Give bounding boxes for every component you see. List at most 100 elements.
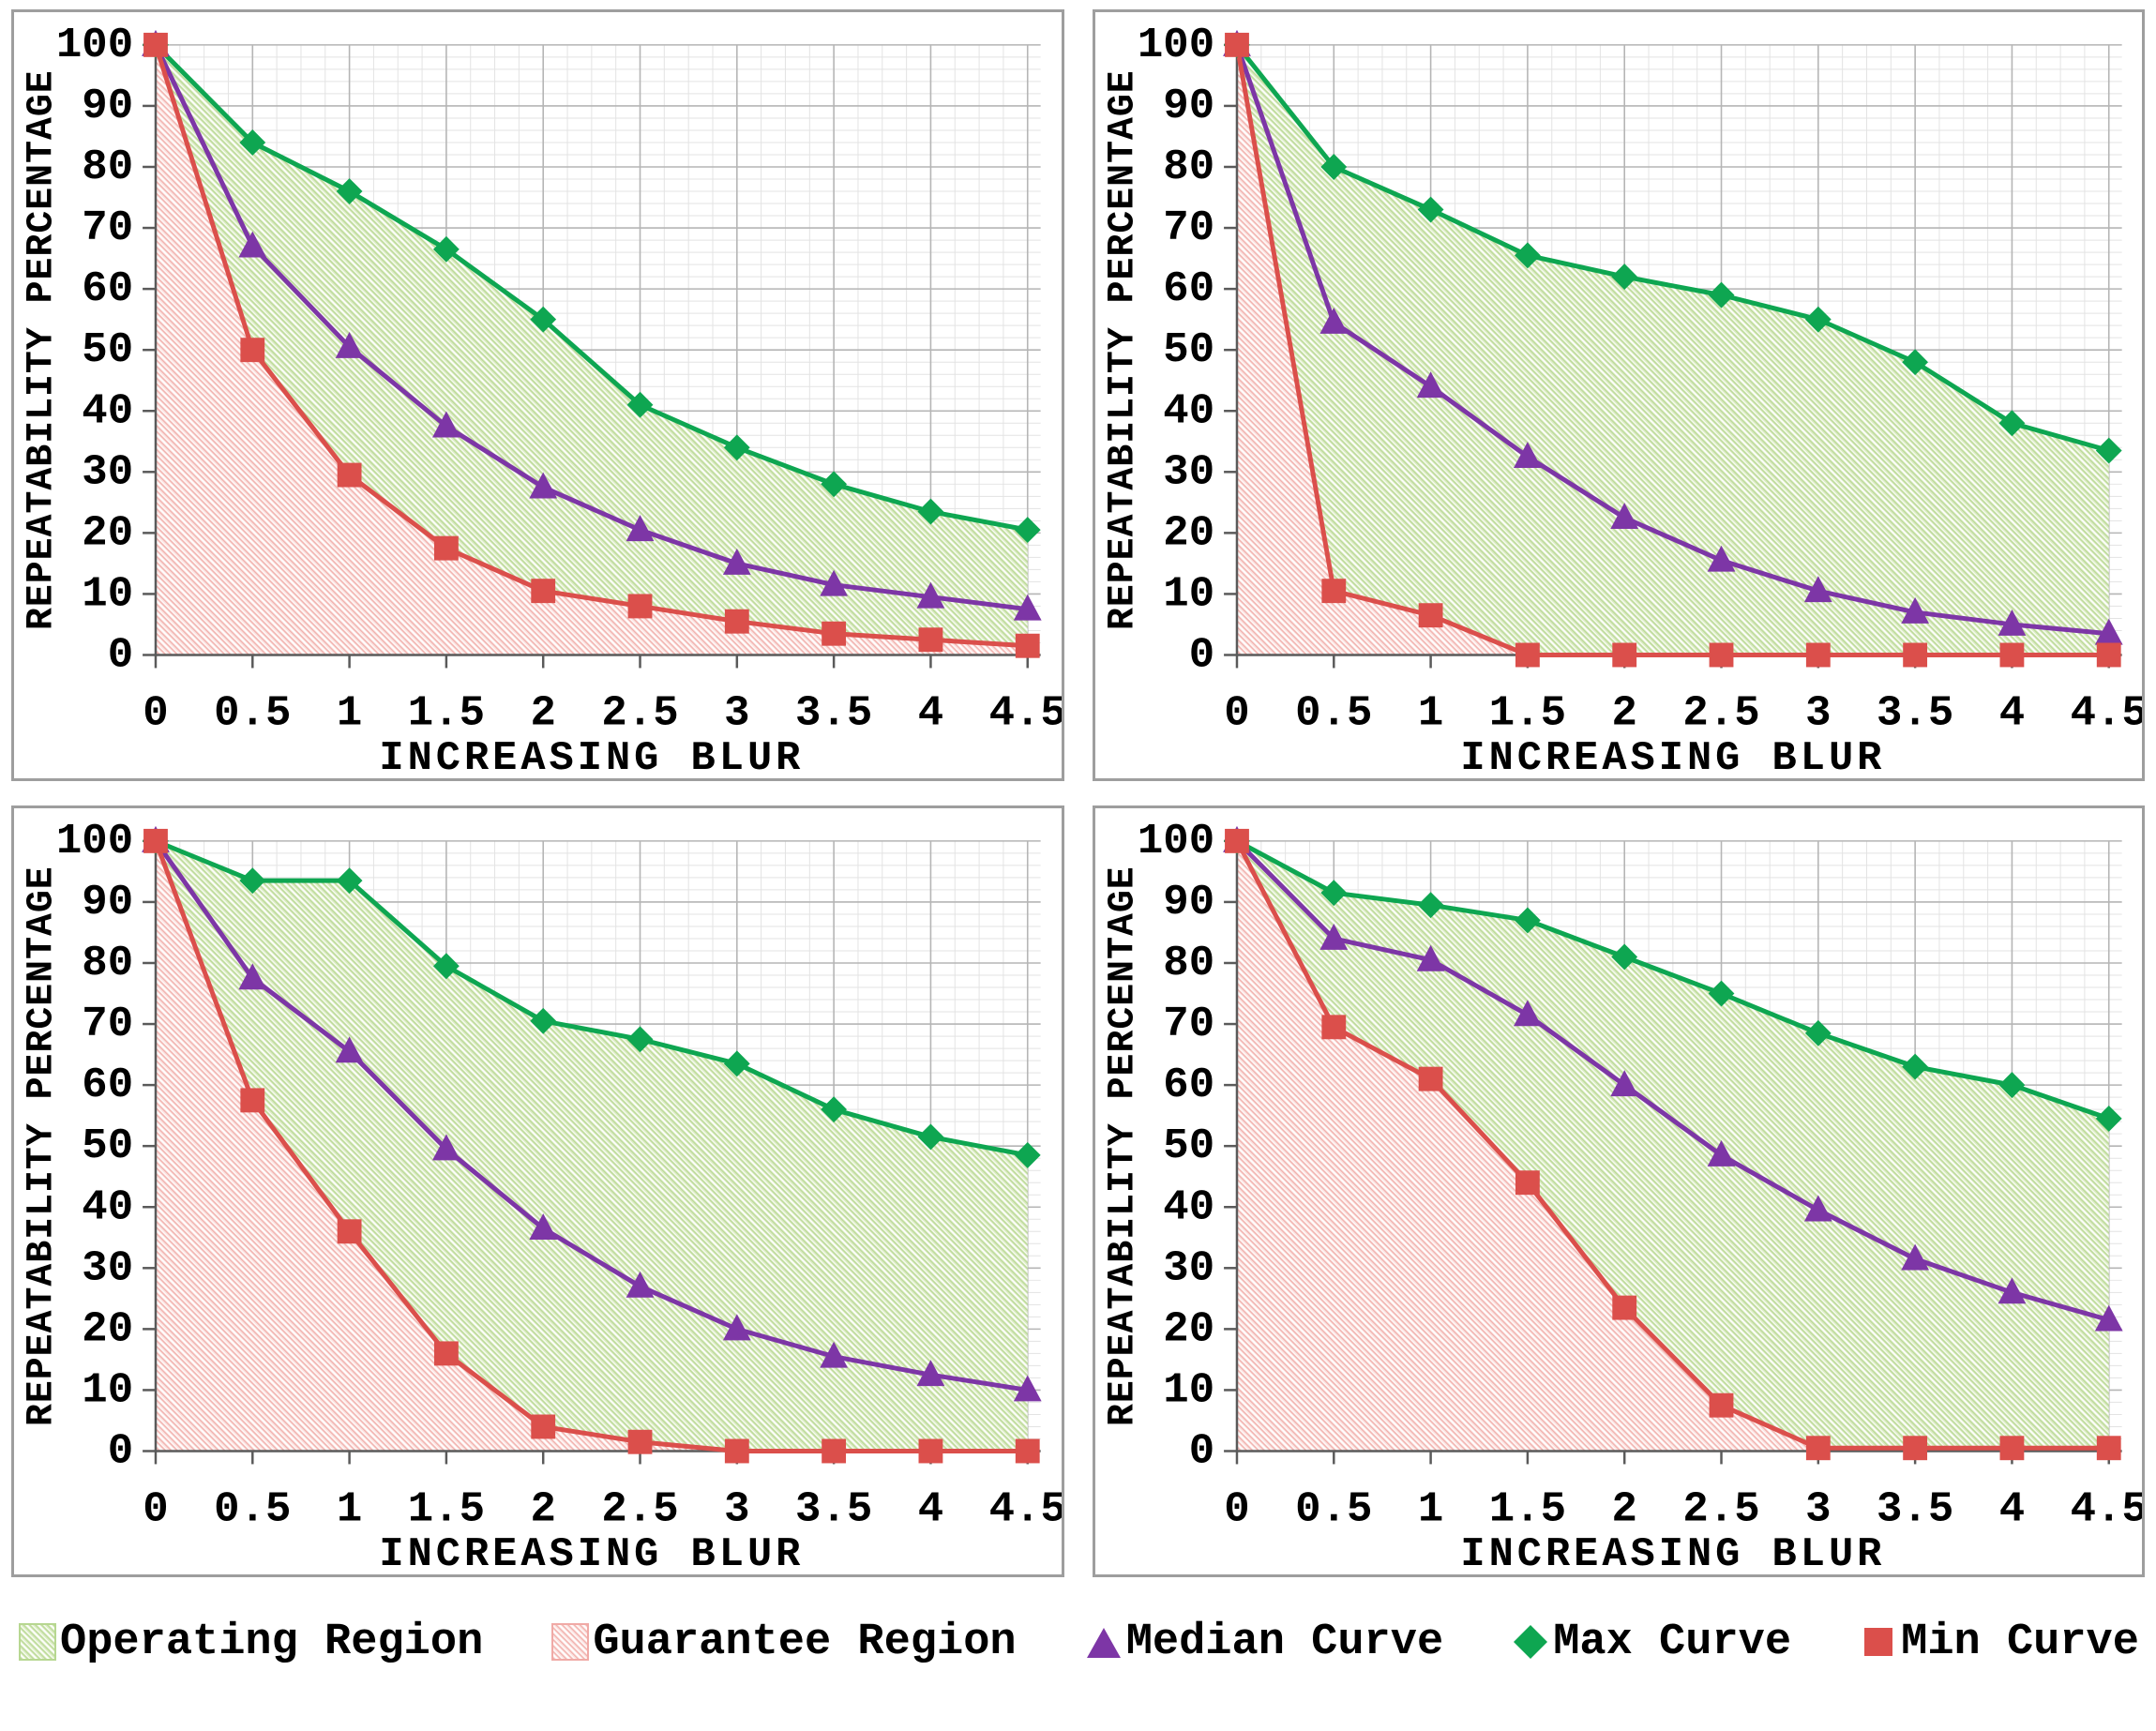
y-tick-label: 80 [82,143,133,191]
square-marker [724,609,749,634]
tick-labels: 0 10 20 30 40 50 60 70 80 90 100 0 0.5 1 1.5 2 2.5 3 3.5 4 4… [1137,817,2142,1533]
triangle-marker [1513,1000,1542,1027]
square-marker [918,627,943,653]
x-tick-label: 3.5 [795,688,872,737]
y-tick-label: 70 [1163,1000,1214,1048]
square-marker [240,1088,265,1113]
x-tick-label: 2 [530,1484,555,1533]
triangle-marker [916,1360,945,1387]
square-marker [337,1219,362,1244]
triangle-marker [1707,545,1735,572]
square-marker [1224,828,1249,853]
max-curve-line [154,43,1029,533]
y-tick-label: 80 [82,939,133,987]
diamond-marker [1610,263,1637,291]
triangle-marker [1609,503,1638,530]
chart-top-right: 0 10 20 30 40 50 60 70 80 90 100 0 0.5 1 1.5 2 2.5 3 3.5 4 4… [1101,21,2142,778]
square-marker [531,579,556,604]
chart-legend: Operating Region Guarantee Region Median C… [0,1577,2156,1731]
y-tick-label: 40 [82,386,133,435]
x-tick-label: 0 [143,1484,168,1533]
x-axis-title: INCREASING BLUR [1460,736,1885,778]
max-curve-line [155,838,1029,1158]
triangle-marker [722,1314,751,1341]
diamond-marker [723,434,750,461]
legend-item-operating-region: Operating Region [17,1618,483,1667]
x-tick-label: 2.5 [601,1484,678,1533]
square-marker [1015,633,1040,658]
legend-label: Median Curve [1125,1617,1444,1667]
square-marker [1515,1170,1540,1196]
triangle-marker [1416,944,1444,971]
chart-top-left: 0 10 20 30 40 50 60 70 80 90 100 0 0.5 1 1.5 2 2.5 3 3.5 4 4… [21,21,1062,778]
max-curve-diamond-icon [1514,1625,1548,1659]
max-curve-line [1235,838,2110,1121]
triangle-marker [1609,1070,1638,1097]
y-axis-title: REPEATABILITY PERCENTAGE [1101,866,1143,1426]
y-tick-label: 30 [1163,1243,1214,1292]
axes [143,43,1041,669]
min-curve-markers [1224,32,2121,668]
y-tick-label: 0 [108,1426,133,1475]
x-tick-label: 0 [143,688,168,737]
triangle-marker [626,1271,655,1298]
square-marker [1709,642,1733,668]
chart-bottom-left: 0 10 20 30 40 50 60 70 80 90 100 0 0.5 1 1.5 2 2.5 3 3.5 4 4… [21,817,1062,1574]
diamond-marker [917,498,944,525]
triangle-marker [1013,594,1042,621]
x-tick-label: 2.5 [1682,688,1759,737]
square-marker [1709,1392,1733,1418]
y-tick-label: 80 [1163,939,1214,987]
x-tick-label: 1.5 [408,1484,485,1533]
legend-label: Operating Region [60,1617,484,1667]
tick-labels: 0 10 20 30 40 50 60 70 80 90 100 0 0.5 1 1.5 2 2.5 3 3.5 4 4… [1137,21,2142,737]
y-tick-label: 0 [108,630,133,679]
diamond-marker [1901,349,1928,376]
y-tick-label: 20 [1163,508,1214,557]
x-tick-label: 4.5 [989,1484,1062,1533]
triangle-marker [1319,307,1348,334]
x-tick-label: 4 [918,1484,943,1533]
square-marker [1999,642,2024,668]
square-marker [531,1414,556,1439]
x-tick-label: 4.5 [2070,688,2142,737]
square-marker [2096,1436,2121,1461]
x-tick-label: 3.5 [1877,1484,1953,1533]
square-marker [2096,642,2121,668]
x-tick-label: 4.5 [989,688,1062,737]
y-tick-label: 50 [82,1121,133,1170]
y-tick-label: 20 [1163,1304,1214,1353]
x-tick-label: 3 [1805,1484,1831,1533]
square-marker [1418,603,1443,628]
max-curve-line [1234,43,2109,453]
min-curve-markers [143,32,1040,658]
y-tick-label: 10 [82,569,133,618]
tick-labels: 0 10 20 30 40 50 60 70 80 90 100 0 0.5 1 1.5 2 2.5 3 3.5 4 4… [56,817,1062,1533]
x-tick-label: 3 [724,688,749,737]
diamond-marker [1998,1072,2025,1099]
legend-item-max-diamond: Max Curve [1510,1618,1791,1667]
median-curve-line [153,43,1029,612]
y-tick-label: 90 [82,82,133,130]
y-tick-label: 20 [82,508,133,557]
x-tick-label: 4 [1998,1484,2024,1533]
min-curve-markers [143,828,1040,1464]
diamond-marker [1708,980,1734,1007]
y-tick-label: 100 [56,817,133,866]
y-tick-label: 30 [1163,447,1214,496]
x-tick-label: 2 [1611,1484,1636,1533]
operating-region-fill [1236,840,2109,1449]
x-tick-label: 2 [1611,688,1636,737]
y-tick-label: 0 [1188,1426,1214,1475]
guarantee-region-fill [155,44,1028,655]
y-tick-label: 90 [1163,878,1214,926]
triangle-marker [335,1036,364,1063]
square-marker [1015,1438,1040,1464]
diamond-marker [530,306,557,333]
median-curve-line [1234,44,2109,637]
square-marker [1805,1436,1831,1461]
y-tick-label: 100 [1137,817,1214,866]
x-tick-label: 3 [1805,688,1831,737]
triangle-marker [1803,576,1832,603]
